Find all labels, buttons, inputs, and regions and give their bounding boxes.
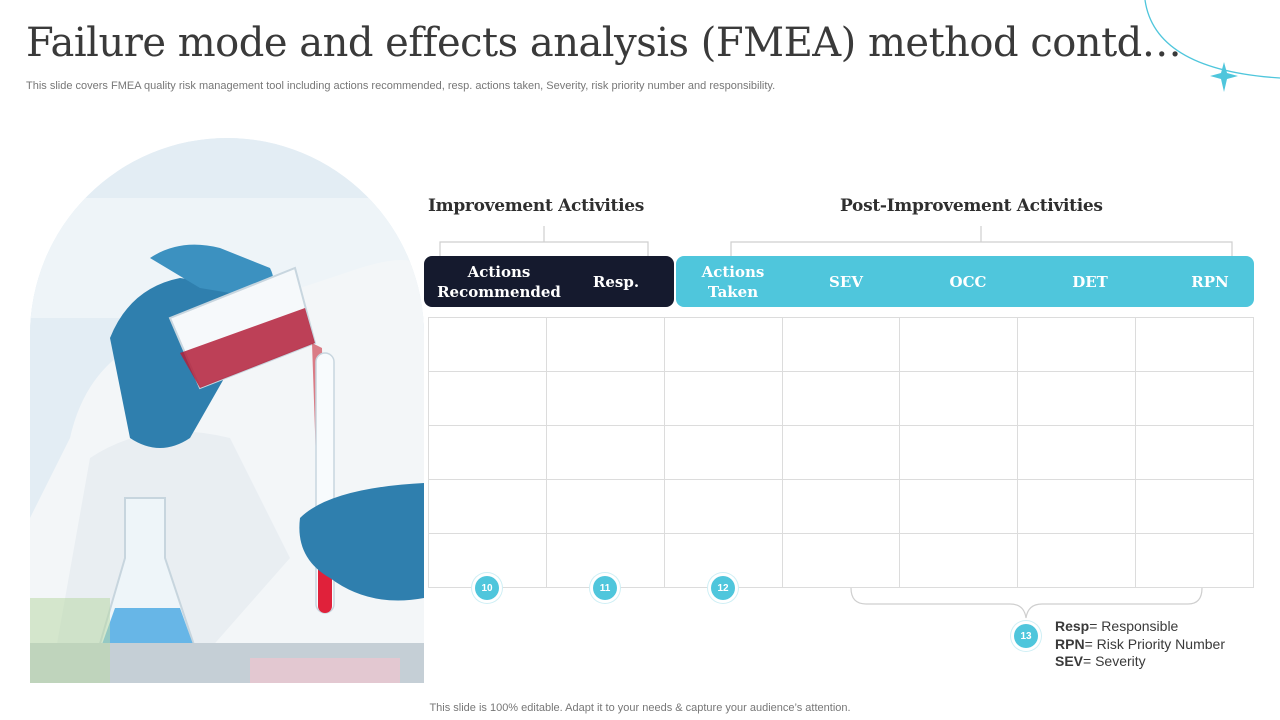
table-cell[interactable] [1135,533,1254,588]
table-cell[interactable] [1017,317,1137,372]
table-cell[interactable] [1135,479,1254,534]
table-row [428,479,1254,534]
table-cell[interactable] [899,425,1019,480]
table-cell[interactable] [899,533,1019,588]
badge-12: 12 [711,576,735,600]
table-cell[interactable] [899,317,1019,372]
table-cell[interactable] [428,479,547,534]
table-cell[interactable] [781,317,901,372]
slide-title: Failure mode and effects analysis (FMEA)… [26,20,1182,66]
header-det: DET [1072,272,1108,291]
badge-13: 13 [1014,624,1038,648]
table-cell[interactable] [1135,317,1254,372]
table-cell[interactable] [545,479,665,534]
table-cell[interactable] [1135,425,1254,480]
fmea-grid-table [428,317,1254,588]
table-cell[interactable] [781,533,901,588]
legend-bracket [850,587,1203,619]
abbreviation-legend: Resp= Responsible RPN= Risk Priority Num… [1055,618,1225,671]
table-cell[interactable] [545,371,665,426]
header-resp: Resp. [592,272,640,291]
table-cell[interactable] [781,479,901,534]
header-actions-recommended: Actions Recommended [437,262,561,301]
table-row [428,371,1254,426]
corner-arc-decoration [1144,0,1280,92]
badge-11: 11 [593,576,617,600]
header-actions-taken: Actions Taken [701,262,765,301]
table-cell[interactable] [781,371,901,426]
slide-footer: This slide is 100% editable. Adapt it to… [429,702,851,714]
improvement-activities-title: Improvement Activities [428,196,645,216]
table-cell[interactable] [663,479,783,534]
sparkle-icon [1210,62,1238,92]
legend-item-sev: SEV= Severity [1055,653,1146,669]
legend-item-resp: Resp= Responsible [1055,618,1179,634]
table-row [428,425,1254,480]
table-cell[interactable] [1017,479,1137,534]
post-improvement-bracket [730,226,1233,256]
table-cell[interactable] [545,425,665,480]
improvement-header-bar: Actions Recommended Resp. [424,256,674,307]
legend-item-rpn: RPN= Risk Priority Number [1055,635,1225,652]
table-cell[interactable] [428,425,547,480]
table-cell[interactable] [663,317,783,372]
table-cell[interactable] [1017,533,1137,588]
table-cell[interactable] [663,371,783,426]
table-row [428,317,1254,372]
table-cell[interactable] [899,371,1019,426]
table-cell[interactable] [545,317,665,372]
table-cell[interactable] [428,371,547,426]
header-rpn: RPN [1191,272,1229,291]
slide-subtitle: This slide covers FMEA quality risk mana… [26,80,776,92]
table-row [428,533,1254,588]
header-occ: OCC [949,272,987,291]
table-cell[interactable] [1017,371,1137,426]
improvement-bracket [439,226,649,256]
header-sev: SEV [829,272,863,291]
table-cell[interactable] [428,317,547,372]
badge-10: 10 [475,576,499,600]
post-improvement-header-bar: Actions Taken SEV OCC DET RPN [676,256,1254,307]
table-cell[interactable] [781,425,901,480]
table-cell[interactable] [1017,425,1137,480]
lab-photo [30,138,424,683]
table-cell[interactable] [1135,371,1254,426]
table-cell[interactable] [663,425,783,480]
table-cell[interactable] [899,479,1019,534]
post-improvement-activities-title: Post-Improvement Activities [840,196,1103,216]
